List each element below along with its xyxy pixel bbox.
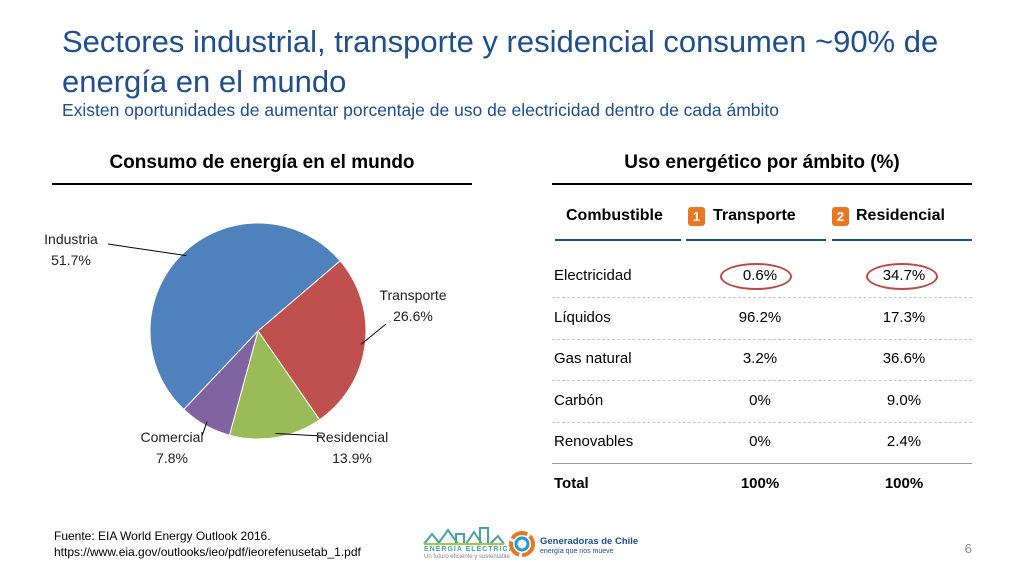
pie-chart-title: Consumo de energía en el mundo — [109, 152, 415, 173]
cell-transport: 100% — [740, 475, 780, 492]
cell-fuel: Líquidos — [554, 308, 611, 326]
pie-value-industria: 51.7% — [51, 252, 91, 268]
cell-fuel: Total — [554, 475, 589, 492]
source-note: Fuente: EIA World Energy Outlook 2016. h… — [54, 528, 361, 560]
table-title-rule — [552, 183, 972, 185]
pie-leader-comercial — [201, 421, 208, 437]
cell-residential: 36.6% — [882, 350, 926, 368]
source-url: https://www.eia.gov/outlooks/ieo/pdf/ieo… — [54, 545, 361, 559]
cell-transport: 96.2% — [738, 308, 782, 326]
pie-value-residencial: 13.9% — [332, 450, 372, 466]
badge-transport: 1 — [688, 207, 705, 226]
badge-residential: 2 — [832, 207, 849, 226]
table-row: Gas natural 3.2% 36.6% — [552, 339, 972, 382]
table-row: Líquidos 96.2% 17.3% — [552, 298, 972, 340]
generadoras-logo-tagline: energía que nos mueve — [540, 548, 614, 555]
cell-residential: 100% — [884, 475, 924, 492]
page-subtitle: Existen oportunidades de aumentar porcen… — [62, 100, 779, 120]
table-row: Renovables 0% 2.4% — [552, 422, 972, 465]
cell-transport: 3.2% — [742, 350, 778, 368]
cell-fuel: Carbón — [554, 391, 604, 409]
pie-leader-transporte — [360, 323, 387, 345]
column-header-residential: Residencial — [856, 207, 945, 224]
cell-residential: 2.4% — [886, 433, 922, 451]
table-title: Uso energético por ámbito (%) — [624, 152, 900, 173]
header-rule-residential — [832, 239, 972, 241]
pie-slice-industria — [149, 222, 341, 411]
header-rule-fuel — [555, 239, 681, 241]
table-row: Carbón 0% 9.0% — [552, 381, 972, 423]
cell-transport: 0% — [749, 433, 771, 451]
pie-value-transporte: 26.6% — [393, 308, 433, 324]
pie-label-industria: Industria — [44, 231, 98, 247]
pie-label-residencial: Residencial — [316, 429, 388, 445]
energia-logo-tagline: Un futuro eficiente y sustentable — [424, 554, 510, 560]
column-header-fuel: Combustible — [566, 207, 663, 224]
generadoras-logo-name: Generadoras de Chile — [540, 536, 639, 547]
cell-residential: 17.3% — [882, 308, 926, 326]
energia-electrica-logo — [423, 527, 505, 545]
pie-leader-industria — [107, 243, 187, 257]
table-row: Total 100% 100% — [552, 464, 972, 505]
page-title: Sectores industrial, transporte y reside… — [62, 24, 939, 99]
cell-fuel: Gas natural — [554, 350, 632, 368]
cell-transport: 0% — [749, 391, 771, 409]
pie-slice-transporte — [257, 260, 367, 421]
pie-leader-residencial — [275, 433, 323, 437]
highlight-transport-electricity — [720, 263, 792, 290]
pie-chart: Industria 51.7% Transporte 26.6% Residencial… — [44, 222, 447, 466]
cell-fuel: Renovables — [554, 433, 634, 451]
generadoras-logo-icon — [509, 531, 535, 557]
column-header-transport: Transporte — [713, 207, 796, 224]
pie-label-transporte: Transporte — [379, 287, 446, 303]
pie-title-rule — [52, 183, 472, 185]
page-number: 6 — [964, 541, 972, 556]
pie-label-comercial: Comercial — [140, 429, 203, 445]
pie-slice-comercial — [183, 330, 259, 436]
pie-value-comercial: 7.8% — [156, 450, 188, 466]
cell-fuel: Electricidad — [554, 267, 632, 284]
header-rule-transport — [686, 239, 826, 241]
energia-logo-name: ENERGÍA ELÉCTRICA — [424, 546, 515, 553]
highlight-residential-electricity — [866, 263, 938, 290]
cell-residential: 9.0% — [886, 391, 922, 409]
source-text: Fuente: EIA World Energy Outlook 2016. — [54, 529, 271, 543]
pie-slice-residencial — [228, 329, 321, 440]
